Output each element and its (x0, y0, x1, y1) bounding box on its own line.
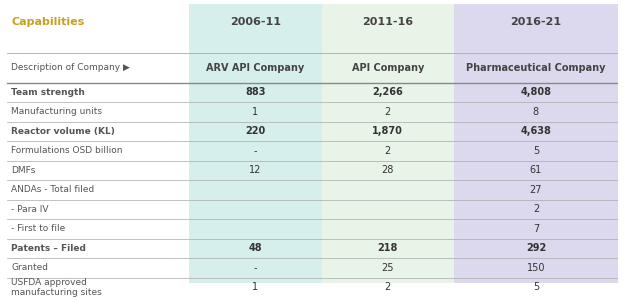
Text: Pharmaceutical Company: Pharmaceutical Company (466, 63, 606, 73)
Text: 48: 48 (248, 243, 262, 253)
Text: - Para IV: - Para IV (11, 205, 49, 214)
Text: Description of Company ▶: Description of Company ▶ (11, 63, 130, 72)
Text: -: - (253, 146, 257, 156)
Text: ARV API Company: ARV API Company (206, 63, 305, 73)
Text: 2016-21: 2016-21 (510, 17, 562, 27)
Text: 25: 25 (381, 263, 394, 273)
Text: 7: 7 (533, 224, 539, 234)
Text: 2: 2 (533, 204, 539, 214)
Text: 150: 150 (527, 263, 545, 273)
Bar (454, 4, 618, 297)
Text: 27: 27 (530, 185, 542, 195)
Text: DMFs: DMFs (11, 166, 36, 175)
Text: 292: 292 (526, 243, 546, 253)
Text: 2011-16: 2011-16 (363, 17, 413, 27)
Text: Formulations OSD billion: Formulations OSD billion (11, 146, 123, 155)
Text: 28: 28 (382, 165, 394, 176)
Text: 12: 12 (249, 165, 261, 176)
Text: 4,638: 4,638 (520, 127, 552, 136)
Text: Manufacturing units: Manufacturing units (11, 108, 102, 116)
Text: 61: 61 (530, 165, 542, 176)
Text: - First to file: - First to file (11, 225, 66, 233)
Text: 218: 218 (378, 243, 398, 253)
Bar (321, 4, 454, 297)
Text: 5: 5 (533, 146, 539, 156)
Text: Capabilities: Capabilities (11, 17, 84, 27)
Text: 2006-11: 2006-11 (230, 17, 281, 27)
Text: 883: 883 (245, 87, 265, 97)
Text: Patents – Filed: Patents – Filed (11, 244, 86, 253)
Text: Reactor volume (KL): Reactor volume (KL) (11, 127, 115, 136)
Text: 1: 1 (252, 107, 258, 117)
Text: USFDA approved
manufacturing sites: USFDA approved manufacturing sites (11, 278, 102, 297)
Text: 2: 2 (385, 146, 391, 156)
Text: 4,808: 4,808 (520, 87, 552, 97)
Text: 2,266: 2,266 (373, 87, 403, 97)
Text: Granted: Granted (11, 263, 48, 272)
Text: API Company: API Company (352, 63, 424, 73)
Text: 2: 2 (385, 107, 391, 117)
Text: 220: 220 (245, 127, 265, 136)
Text: 1: 1 (252, 282, 258, 292)
Text: ANDAs - Total filed: ANDAs - Total filed (11, 185, 94, 195)
Text: 2: 2 (385, 282, 391, 292)
Text: 1,870: 1,870 (373, 127, 403, 136)
Bar (189, 4, 321, 297)
Text: -: - (253, 263, 257, 273)
Text: Team strength: Team strength (11, 88, 85, 97)
Text: 5: 5 (533, 282, 539, 292)
Text: 8: 8 (533, 107, 539, 117)
